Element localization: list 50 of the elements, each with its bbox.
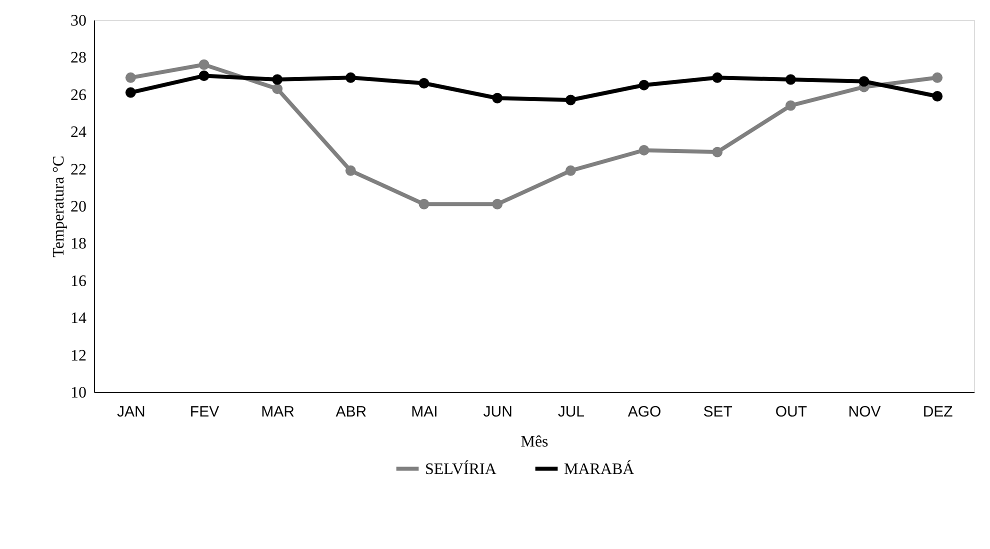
- y-tick-label: 20: [70, 198, 86, 216]
- point: [565, 94, 576, 106]
- point: [638, 80, 650, 90]
- x-tick-label: JAN: [116, 404, 146, 420]
- legend-label: SELVÍRIA: [425, 460, 497, 478]
- point: [785, 74, 796, 85]
- point: [932, 72, 943, 83]
- x-tick-label: JUL: [558, 404, 585, 420]
- point: [125, 87, 136, 98]
- x-tick-label: ABR: [336, 404, 367, 420]
- point: [565, 165, 576, 176]
- point: [638, 144, 650, 156]
- point: [858, 76, 870, 87]
- point: [198, 70, 210, 82]
- y-tick-label: 28: [70, 50, 86, 67]
- y-tick-label: 10: [70, 384, 86, 402]
- x-tick-label: SET: [703, 404, 732, 420]
- point: [345, 165, 356, 176]
- x-tick-label: AGO: [628, 404, 662, 420]
- point: [125, 72, 136, 83]
- y-tick-label: 24: [70, 124, 86, 142]
- y-tick-label: 18: [70, 236, 86, 253]
- y-tick-label: 22: [70, 161, 86, 178]
- legend-label: MARABÁ: [564, 460, 635, 478]
- point: [418, 78, 430, 88]
- x-tick-label: MAI: [411, 404, 438, 420]
- x-tick-label: NOV: [848, 404, 881, 420]
- x-tick-label: JUN: [483, 404, 512, 420]
- point: [785, 100, 796, 111]
- y-tick-label: 12: [70, 347, 86, 364]
- point: [712, 72, 723, 83]
- y-tick-label: 30: [70, 12, 86, 30]
- point: [492, 198, 503, 210]
- x-tick-label: OUT: [775, 404, 808, 420]
- point: [198, 59, 210, 70]
- x-tick-label: FEV: [190, 404, 220, 420]
- x-tick-label: MAR: [261, 404, 295, 420]
- x-tick-label: DEZ: [922, 404, 953, 420]
- y-tick-label: 26: [70, 86, 86, 104]
- y-axis-title: Temperatura °C: [50, 156, 68, 258]
- point: [492, 92, 503, 104]
- point: [418, 198, 430, 210]
- point: [272, 74, 283, 85]
- point: [272, 84, 283, 94]
- y-tick-label: 14: [70, 310, 86, 328]
- point: [712, 146, 723, 158]
- point: [345, 72, 356, 83]
- x-axis-title: Mês: [520, 434, 548, 450]
- y-tick-label: 16: [70, 272, 86, 290]
- point: [932, 91, 943, 102]
